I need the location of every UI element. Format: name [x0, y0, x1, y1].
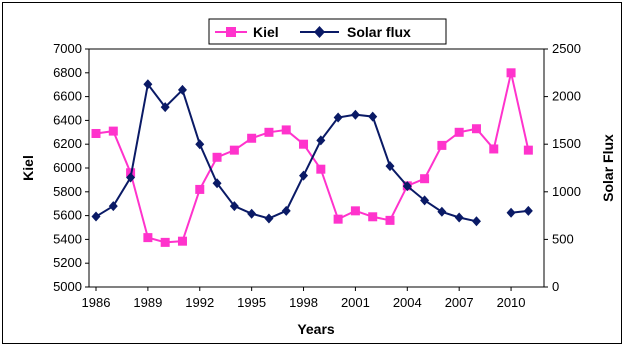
data-point-square [489, 144, 499, 154]
x-tick-label: 1989 [133, 295, 162, 310]
data-point-square [437, 140, 447, 150]
data-point-diamond [316, 135, 326, 146]
data-point-diamond [281, 205, 291, 216]
data-point-square [143, 233, 153, 243]
data-point-square [368, 212, 378, 222]
chart-frame: 7000 6800 6600 6400 6200 6000 5800 5600 5400 5200… [2, 2, 622, 344]
data-point-square [420, 174, 430, 184]
data-point-diamond [299, 170, 309, 181]
data-point-diamond [385, 161, 395, 172]
data-point-diamond [247, 208, 257, 219]
x-axis-ticks: 1986 1989 1992 1995 1998 2001 2004 2007 2010 [82, 287, 526, 310]
left-tick-label: 5600 [53, 208, 82, 223]
data-point-diamond [454, 212, 464, 223]
x-tick-label: 1986 [82, 295, 111, 310]
left-tick-label: 7000 [53, 41, 82, 56]
left-tick-label: 5000 [53, 279, 82, 294]
data-point-diamond [177, 84, 187, 95]
x-tick-label: 1992 [185, 295, 214, 310]
data-point-diamond [333, 112, 343, 123]
data-point-square [316, 164, 326, 174]
data-point-diamond [212, 178, 222, 189]
data-point-diamond [420, 195, 430, 206]
right-tick-label: 2500 [552, 41, 581, 56]
data-point-diamond [350, 109, 360, 120]
data-point-square [281, 125, 291, 135]
y-axis-title-right: Solar Flux [600, 134, 616, 202]
x-tick-label: 2010 [497, 295, 526, 310]
data-point-square [523, 145, 533, 155]
data-point-square [454, 127, 464, 137]
legend-kiel-marker [226, 27, 236, 37]
data-point-diamond [195, 139, 205, 150]
left-tick-label: 6000 [53, 160, 82, 175]
data-point-diamond [143, 79, 153, 90]
left-tick-label: 6400 [53, 112, 82, 127]
x-tick-label: 2007 [445, 295, 474, 310]
data-point-diamond [126, 172, 136, 183]
data-point-square [333, 214, 343, 224]
left-tick-label: 6200 [53, 136, 82, 151]
left-tick-label: 5400 [53, 231, 82, 246]
data-point-diamond [91, 211, 101, 222]
data-point-diamond [437, 206, 447, 217]
data-point-square [212, 152, 222, 162]
data-point-diamond [368, 111, 378, 122]
x-tick-label: 2004 [393, 295, 422, 310]
data-point-diamond [108, 201, 118, 212]
data-point-diamond [160, 102, 170, 113]
data-point-square [299, 139, 309, 149]
data-point-square [229, 145, 239, 155]
data-point-diamond [523, 205, 533, 216]
data-point-square [108, 126, 118, 136]
series-solar-flux [91, 79, 533, 227]
right-axis-ticks: 2500 2000 1500 1000 500 0 [544, 41, 581, 294]
left-tick-label: 6600 [53, 89, 82, 104]
data-point-diamond [402, 181, 412, 192]
right-tick-label: 500 [552, 231, 574, 246]
right-tick-label: 1500 [552, 136, 581, 151]
data-point-square [91, 128, 101, 138]
x-tick-label: 2001 [341, 295, 370, 310]
data-point-square [385, 215, 395, 225]
data-point-square [195, 184, 205, 194]
data-point-diamond [506, 207, 516, 218]
data-point-square [160, 237, 170, 247]
x-tick-label: 1998 [289, 295, 318, 310]
left-tick-label: 6800 [53, 65, 82, 80]
right-tick-label: 1000 [552, 184, 581, 199]
data-point-square [177, 236, 187, 246]
data-point-square [247, 133, 257, 143]
legend-solar-marker [314, 26, 325, 38]
series-layer [91, 68, 533, 247]
left-tick-label: 5200 [53, 255, 82, 270]
data-point-diamond [264, 213, 274, 224]
data-point-diamond [471, 216, 481, 227]
left-axis-ticks: 7000 6800 6600 6400 6200 6000 5800 5600 5400 5200… [53, 41, 89, 294]
data-point-square [350, 206, 360, 216]
data-point-square [264, 127, 274, 137]
y-axis-title-left: Kiel [20, 155, 36, 181]
data-point-square [471, 124, 481, 134]
data-point-diamond [229, 201, 239, 212]
x-axis-title: Years [297, 321, 335, 337]
right-tick-label: 2000 [552, 89, 581, 104]
legend: Kiel Solar flux [208, 18, 447, 45]
right-tick-label: 0 [552, 279, 559, 294]
left-tick-label: 5800 [53, 184, 82, 199]
x-tick-label: 1995 [237, 295, 266, 310]
legend-kiel-label: Kiel [253, 24, 279, 40]
legend-solar-label: Solar flux [347, 24, 411, 40]
dual-axis-line-chart: 7000 6800 6600 6400 6200 6000 5800 5600 5400 5200… [20, 18, 616, 337]
data-point-square [506, 68, 516, 78]
